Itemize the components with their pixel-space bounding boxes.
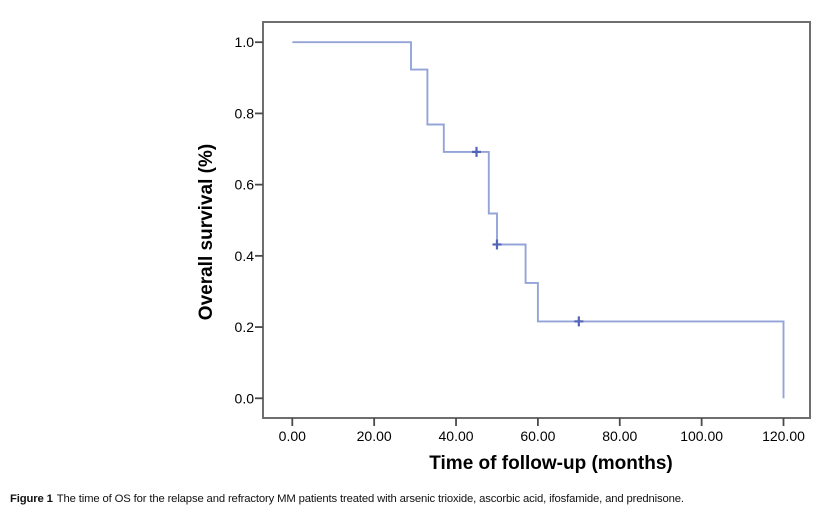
y-tick-label: 0.2 (235, 319, 255, 335)
x-tick-label: 0.00 (279, 428, 306, 444)
y-tick-label: 0.0 (235, 390, 255, 406)
km-survival-chart: 0.00 20.00 40.00 60.00 80.00 100.00 120.00 0.0 0… (0, 0, 819, 490)
figure-caption: Figure 1 The time of OS for the relapse a… (10, 493, 816, 505)
chart-background (0, 0, 819, 490)
figure-caption-label: Figure 1 (10, 493, 53, 505)
y-tick-label: 0.6 (235, 177, 255, 193)
survival-step-curve (292, 41, 785, 399)
y-tick-label: 0.4 (235, 248, 255, 264)
x-tick-label: 120.00 (762, 428, 805, 444)
plot-frame (262, 21, 811, 419)
figure-caption-text: The time of OS for the relapse and refra… (56, 493, 684, 505)
x-tick-label: 80.00 (602, 428, 637, 444)
y-tick-label: 0.8 (235, 105, 255, 121)
x-axis-title: Time of follow-up (months) (429, 453, 672, 474)
y-tick-label: 1.0 (235, 34, 255, 50)
x-tick-label: 60.00 (520, 428, 555, 444)
y-axis-title: Overall survival (%) (196, 144, 217, 320)
x-tick-label: 20.00 (357, 428, 392, 444)
x-tick-label: 100.00 (680, 428, 723, 444)
x-tick-label: 40.00 (439, 428, 474, 444)
